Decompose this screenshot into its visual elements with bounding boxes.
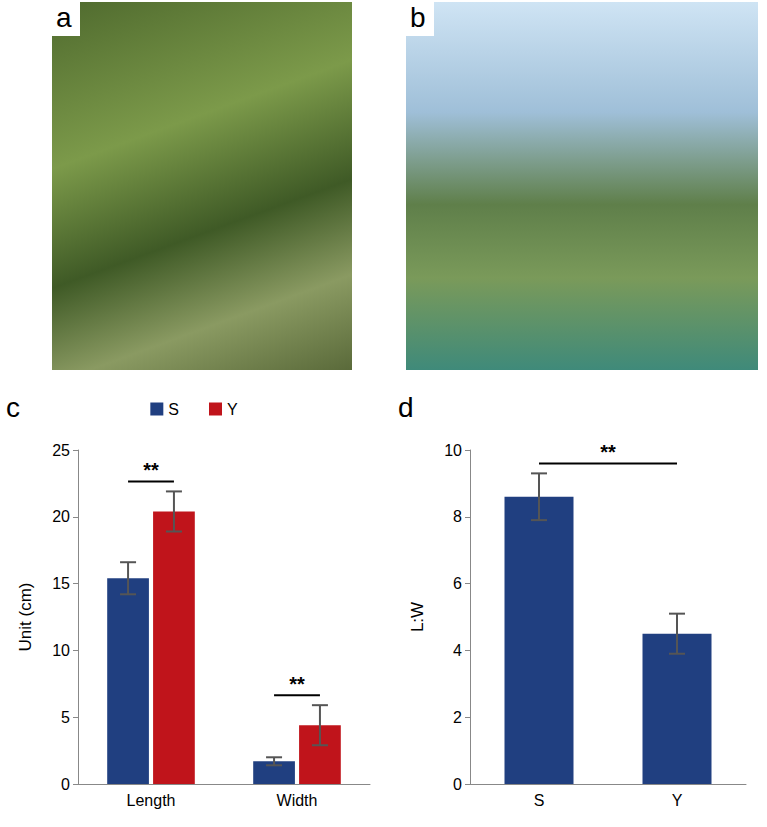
svg-text:10: 10 [52,642,70,659]
html-text:d: d [398,392,414,423]
html-text:a: a [56,2,72,33]
svg-text:S: S [168,401,179,418]
svg-text:4: 4 [453,642,462,659]
svg-text:0: 0 [453,776,462,793]
svg-text:**: ** [143,459,159,481]
svg-text:**: ** [289,673,305,695]
html-text:c: c [6,392,20,423]
svg-text:25: 25 [52,442,70,459]
svg-text:**: ** [600,441,616,463]
svg-text:15: 15 [52,575,70,592]
svg-text:20: 20 [52,508,70,525]
svg-text:L:W: L:W [408,602,427,632]
svg-text:Y: Y [672,792,683,809]
svg-text:2: 2 [453,709,462,726]
svg-text:0: 0 [61,776,70,793]
svg-text:5: 5 [61,709,70,726]
svg-text:8: 8 [453,508,462,525]
svg-text:Width: Width [277,792,318,809]
svg-text:Y: Y [227,401,238,418]
svg-text:Length: Length [127,792,176,809]
html-text:b: b [410,2,426,33]
svg-text:10: 10 [444,442,462,459]
svg-text:Unit (cm): Unit (cm) [16,583,35,652]
svg-text:S: S [534,792,545,809]
svg-text:6: 6 [453,575,462,592]
